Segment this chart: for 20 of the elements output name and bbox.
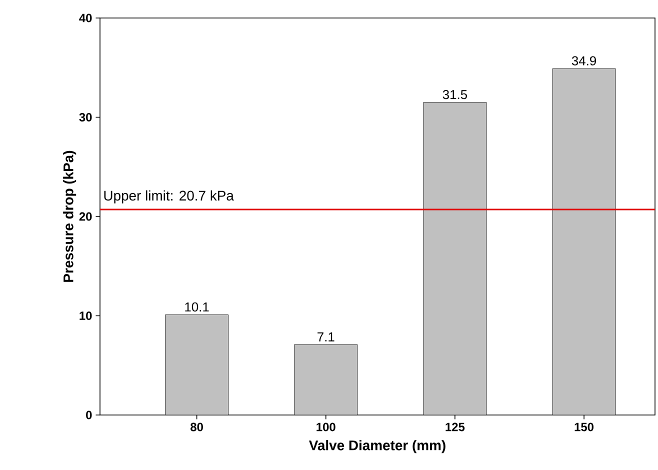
x-tick-label: 80 bbox=[190, 422, 203, 432]
x-tick-label: 125 bbox=[446, 422, 465, 432]
bar bbox=[165, 314, 229, 415]
y-axis-title: Pressure drop (kPa) bbox=[63, 150, 76, 282]
data-label: 34.9 bbox=[572, 56, 596, 66]
bar bbox=[294, 344, 358, 415]
y-tick-label: 20 bbox=[79, 212, 92, 221]
x-tick-label: 100 bbox=[316, 422, 336, 432]
y-tick-label: 40 bbox=[79, 14, 92, 22]
bar bbox=[423, 102, 487, 415]
y-tick-label: 10 bbox=[80, 312, 92, 320]
data-label: 31.5 bbox=[442, 90, 467, 100]
bar bbox=[552, 68, 616, 415]
x-axis-title: Valve Diameter (mm) bbox=[308, 440, 446, 454]
y-tick-label: 30 bbox=[79, 113, 92, 122]
data-label: 7.1 bbox=[318, 332, 334, 342]
ref-line-label: Upper limit: 20.7 kPa bbox=[104, 190, 234, 204]
y-tick-label: 0 bbox=[86, 410, 92, 420]
x-tick-label: 150 bbox=[574, 422, 594, 432]
data-label: 10.1 bbox=[185, 302, 209, 312]
